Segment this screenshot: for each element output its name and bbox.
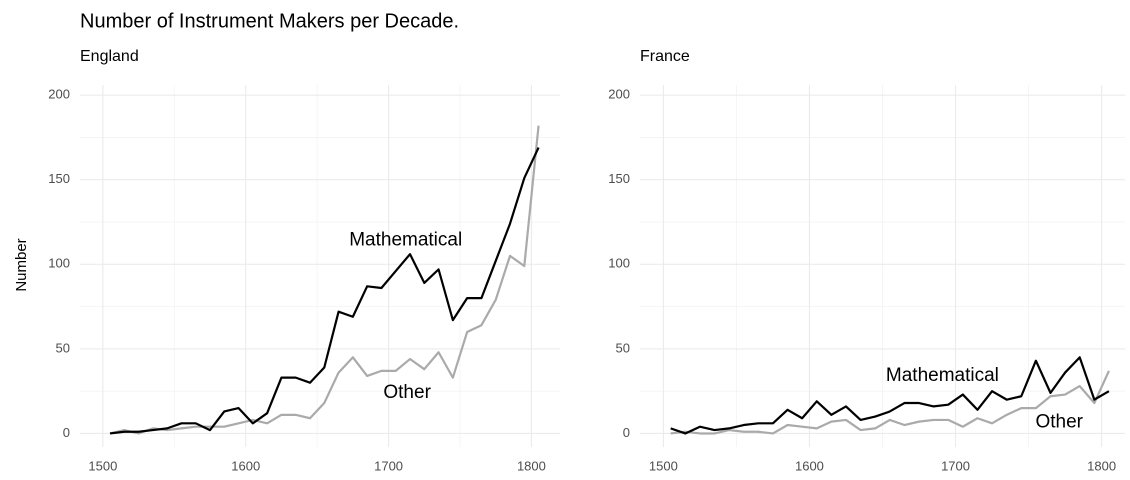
series-label: Mathematical bbox=[886, 365, 999, 386]
y-tick-label: 50 bbox=[56, 340, 70, 355]
x-tick-label: 1500 bbox=[88, 458, 117, 473]
x-tick-label: 1700 bbox=[374, 458, 403, 473]
x-tick-label: 1600 bbox=[231, 458, 260, 473]
x-tick-label: 1500 bbox=[649, 458, 678, 473]
series-label: Other bbox=[1035, 411, 1083, 432]
y-tick-label: 200 bbox=[48, 87, 70, 102]
series-line bbox=[670, 356, 1110, 435]
panel-subtitle: France bbox=[640, 48, 690, 65]
y-tick-label: 0 bbox=[623, 425, 630, 440]
x-tick-label: 1800 bbox=[517, 458, 546, 473]
chart-title: Number of Instrument Makers per Decade. bbox=[80, 10, 459, 32]
series-label: Other bbox=[383, 382, 431, 403]
y-tick-label: 0 bbox=[63, 425, 70, 440]
y-tick-label: 150 bbox=[48, 171, 70, 186]
y-axis-label: Number bbox=[13, 238, 30, 291]
panel-subtitle: England bbox=[80, 48, 139, 65]
x-tick-label: 1700 bbox=[941, 458, 970, 473]
series-line bbox=[109, 125, 540, 435]
series-line bbox=[109, 147, 540, 435]
y-tick-label: 100 bbox=[48, 256, 70, 271]
series-label: Mathematical bbox=[349, 230, 462, 251]
x-tick-label: 1600 bbox=[795, 458, 824, 473]
y-tick-label: 50 bbox=[616, 340, 630, 355]
y-tick-label: 200 bbox=[608, 87, 630, 102]
x-tick-label: 1800 bbox=[1087, 458, 1116, 473]
series-line bbox=[670, 370, 1110, 435]
y-tick-label: 150 bbox=[608, 171, 630, 186]
y-tick-label: 100 bbox=[608, 256, 630, 271]
